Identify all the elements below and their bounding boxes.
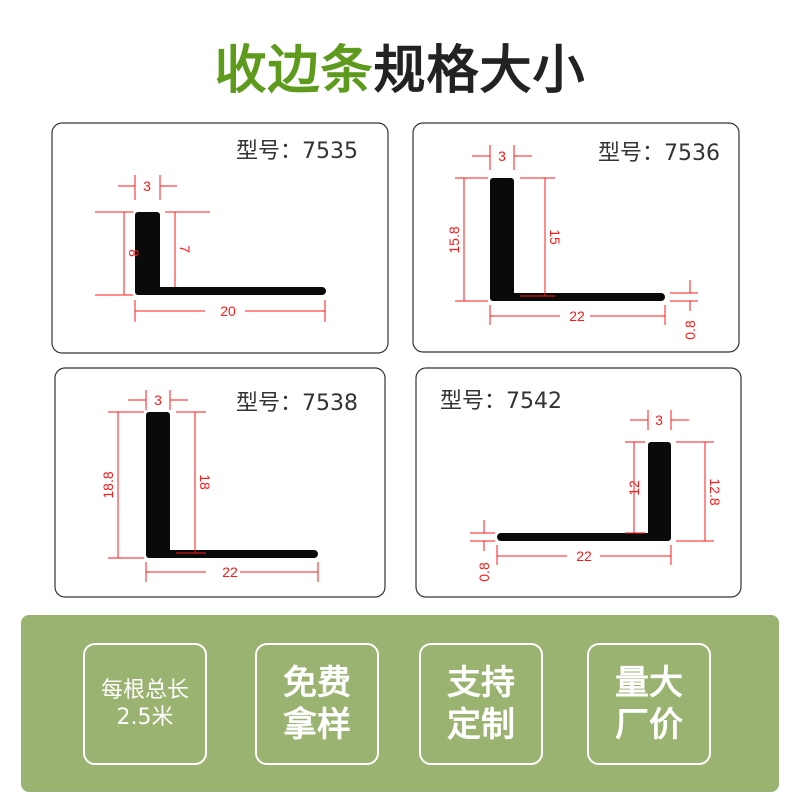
feature-line: 每根总长 <box>100 677 189 703</box>
dim-length: 22 <box>576 548 592 564</box>
page-title: 收边条规格大小 <box>0 28 800 103</box>
dim-length: 20 <box>220 303 236 319</box>
feature-custom: 支持 定制 <box>419 643 543 765</box>
profile-card-7536: 型号：7536 3 15.8 15 22 0.8 <box>412 122 740 353</box>
profile-shape <box>497 442 671 541</box>
feature-bulk-price: 量大 厂价 <box>587 643 711 765</box>
profile-drawings: 型号：7535 3 8 7 20 型号：7536 3 15.8 15 22 0.… <box>51 122 742 598</box>
feature-line: 拿样 <box>283 705 351 745</box>
model-label: 型号：7535 <box>236 139 358 164</box>
dim-length: 22 <box>569 308 585 324</box>
profile-card-7542: 型号：7542 3 12 12.8 22 0.8 <box>415 367 742 598</box>
dim-width: 3 <box>655 412 663 428</box>
feature-length: 每根总长 2.5米 <box>83 643 207 765</box>
dim-thickness: 0.8 <box>476 562 492 582</box>
dim-height-inner: 18 <box>197 474 213 490</box>
dim-height-inner: 15 <box>547 229 563 245</box>
feature-line: 量大 <box>615 662 683 703</box>
title-highlight: 收边条 <box>214 41 374 101</box>
features-panel: 每根总长 2.5米 免费 拿样 支持 定制 量大 厂价 <box>21 615 779 792</box>
dim-width: 3 <box>143 178 151 194</box>
dim-length: 22 <box>222 564 238 580</box>
feature-line: 定制 <box>447 705 515 745</box>
feature-line: 2.5米 <box>116 705 174 730</box>
dim-height-outer: 8 <box>126 249 142 257</box>
dim-height-inner: 12 <box>626 480 642 496</box>
dim-thickness: 0.8 <box>682 320 698 340</box>
dim-width: 3 <box>498 148 506 164</box>
dim-height-outer: 18.8 <box>100 471 116 498</box>
model-label: 型号：7538 <box>236 391 358 416</box>
model-label: 型号：7536 <box>598 141 720 166</box>
profile-shape <box>146 412 318 558</box>
profile-shape <box>135 212 326 295</box>
profile-shape <box>490 178 665 301</box>
feature-line: 支持 <box>447 662 515 703</box>
dim-width: 3 <box>154 392 162 408</box>
dim-height-outer: 15.8 <box>446 226 462 253</box>
dim-height-inner: 7 <box>177 245 193 253</box>
profile-card-7535: 型号：7535 3 8 7 20 <box>51 122 389 354</box>
model-label: 型号：7542 <box>440 389 562 414</box>
feature-line: 免费 <box>283 662 351 703</box>
feature-free-sample: 免费 拿样 <box>255 643 379 765</box>
dim-height-outer: 12.8 <box>707 478 723 505</box>
profile-card-7538: 型号：7538 3 18.8 18 22 <box>54 367 386 598</box>
feature-line: 厂价 <box>615 705 683 745</box>
title-rest: 规格大小 <box>373 41 586 101</box>
